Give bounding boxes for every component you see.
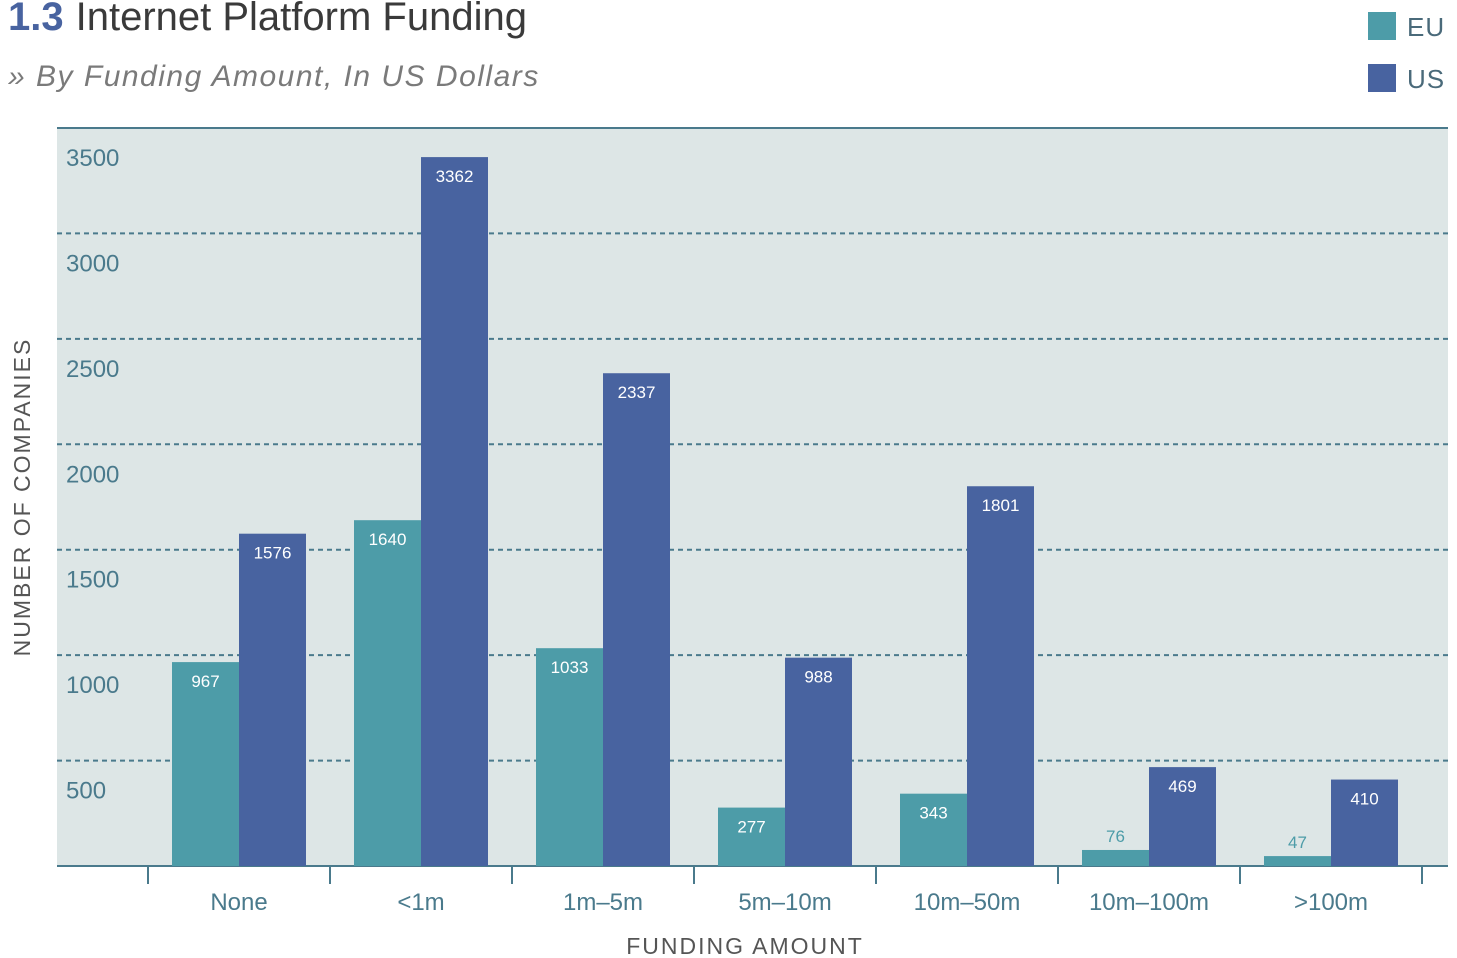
x-tick-label: None — [210, 889, 267, 916]
bar — [718, 807, 785, 866]
chart-subtitle: » By Funding Amount, In US Dollars — [8, 60, 540, 93]
x-tick-label: 10m–100m — [1089, 889, 1209, 916]
value-label: 1576 — [254, 544, 292, 563]
bar — [354, 520, 421, 866]
legend-swatch — [1368, 12, 1396, 40]
bar — [239, 533, 306, 866]
y-axis-label: NUMBER OF COMPANIES — [9, 338, 35, 657]
title-text: Internet Platform Funding — [76, 0, 527, 39]
bar — [536, 648, 603, 866]
y-tick-label: 2500 — [66, 356, 119, 383]
y-tick-label: 3000 — [66, 250, 119, 277]
y-tick-label: 3500 — [66, 145, 119, 172]
value-label: 967 — [191, 672, 219, 691]
value-label: 3362 — [436, 167, 474, 186]
x-axis-label: FUNDING AMOUNT — [626, 933, 864, 958]
x-tick-label: 5m–10m — [738, 889, 831, 916]
y-tick-label: 500 — [66, 778, 106, 805]
value-label: 1640 — [369, 530, 407, 549]
chart-title: 1.3 Internet Platform Funding — [8, 0, 527, 39]
y-tick-label: 1000 — [66, 672, 119, 699]
bar — [603, 373, 670, 866]
x-tick-label: <1m — [397, 889, 444, 916]
bar — [421, 157, 488, 867]
x-tick-label: >100m — [1294, 889, 1368, 916]
y-tick-label: 1500 — [66, 567, 119, 594]
value-label: 277 — [737, 818, 765, 837]
value-label: 469 — [1168, 777, 1196, 796]
legend-label: US — [1407, 64, 1445, 94]
legend-label: EU — [1407, 12, 1445, 42]
value-label: 343 — [919, 804, 947, 823]
legend-swatch — [1368, 64, 1396, 92]
bar — [1264, 856, 1331, 866]
x-tick-label: 10m–50m — [914, 889, 1021, 916]
bar — [900, 793, 967, 866]
bar — [1082, 849, 1149, 866]
value-label: 2337 — [618, 383, 656, 402]
bar — [172, 662, 239, 866]
value-label: 47 — [1288, 833, 1307, 852]
title-number: 1.3 — [8, 0, 64, 39]
value-label: 410 — [1350, 790, 1378, 809]
bar — [967, 486, 1034, 866]
value-label: 988 — [804, 668, 832, 687]
bar — [1331, 779, 1398, 866]
x-tick-label: 1m–5m — [563, 889, 643, 916]
value-label: 1801 — [982, 496, 1020, 515]
bar — [785, 657, 852, 866]
bar — [1149, 767, 1216, 866]
value-label: 76 — [1106, 827, 1125, 846]
y-tick-label: 2000 — [66, 461, 119, 488]
value-label: 1033 — [551, 658, 589, 677]
